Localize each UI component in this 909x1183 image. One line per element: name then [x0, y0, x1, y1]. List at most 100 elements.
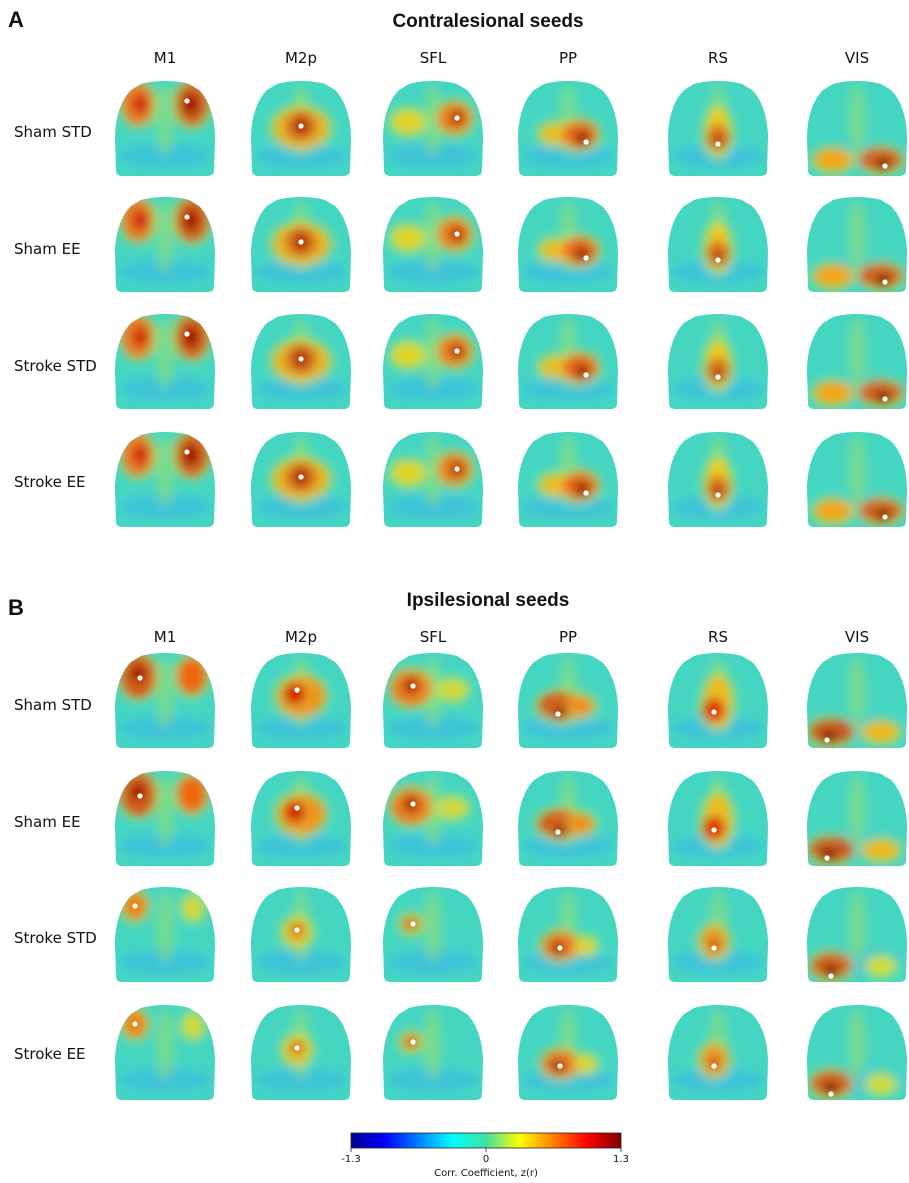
seed-marker	[828, 1091, 834, 1097]
column-label: M2p	[285, 49, 317, 67]
brain-correlation-map	[383, 653, 483, 748]
seed-marker	[711, 827, 717, 833]
row-label: Stroke STD	[14, 357, 97, 375]
panel-a-column-labels: M1 M2p SFL PP RS VIS	[154, 49, 869, 67]
row-label: Sham EE	[14, 240, 81, 258]
seed-marker	[184, 214, 190, 220]
seed-marker	[882, 279, 888, 285]
seed-marker	[410, 921, 416, 927]
brain-correlation-map	[383, 1005, 483, 1100]
seed-marker	[184, 98, 190, 104]
seed-marker	[132, 1021, 138, 1027]
brain-maps	[115, 81, 907, 1100]
panel-b-column-labels: M1 M2p SFL PP RS VIS	[154, 628, 869, 646]
brain-correlation-map	[383, 314, 483, 409]
seed-marker	[711, 945, 717, 951]
seed-marker	[555, 711, 561, 717]
colorbar-gradient	[350, 1132, 622, 1149]
seed-marker	[828, 973, 834, 979]
brain-correlation-map	[115, 197, 215, 292]
row-label: Stroke EE	[14, 473, 86, 491]
column-label: RS	[708, 49, 728, 67]
brain-correlation-map	[668, 81, 768, 176]
brain-correlation-map	[115, 1005, 215, 1100]
brain-correlation-map	[807, 887, 907, 982]
seed-marker	[882, 163, 888, 169]
brain-correlation-map	[115, 314, 215, 409]
row-label: Sham EE	[14, 813, 81, 831]
seed-marker	[137, 793, 143, 799]
brain-correlation-map	[383, 771, 483, 866]
panel-a-row-labels: Sham STD Sham EE Stroke STD Stroke EE	[14, 123, 97, 491]
panel-a-letter: A	[8, 7, 24, 32]
row-label: Sham STD	[14, 696, 92, 714]
panel-a-title: Contralesional seeds	[392, 11, 583, 32]
column-label: M2p	[285, 628, 317, 646]
brain-correlation-map	[668, 771, 768, 866]
colorbar-mid-label: 0	[483, 1154, 489, 1165]
brain-correlation-map	[383, 887, 483, 982]
brain-correlation-map	[518, 81, 618, 176]
brain-correlation-map	[115, 81, 215, 176]
seed-marker	[715, 492, 721, 498]
seed-marker	[298, 356, 304, 362]
brain-correlation-map	[518, 432, 618, 527]
brain-correlation-map	[383, 197, 483, 292]
brain-correlation-map	[115, 432, 215, 527]
seed-marker	[294, 805, 300, 811]
seed-marker	[557, 945, 563, 951]
brain-correlation-map	[807, 197, 907, 292]
column-label: M1	[154, 628, 177, 646]
seed-marker	[454, 115, 460, 121]
seed-marker	[298, 239, 304, 245]
seed-marker	[132, 903, 138, 909]
brain-correlation-map	[807, 81, 907, 176]
brain-correlation-map	[251, 653, 351, 748]
seed-marker	[454, 348, 460, 354]
brain-correlation-map	[383, 81, 483, 176]
brain-correlation-map	[807, 314, 907, 409]
seed-marker	[294, 927, 300, 933]
row-label: Stroke STD	[14, 929, 97, 947]
row-label: Sham STD	[14, 123, 92, 141]
column-label: VIS	[845, 628, 869, 646]
seed-marker	[184, 331, 190, 337]
seed-marker	[555, 829, 561, 835]
row-label: Stroke EE	[14, 1045, 86, 1063]
brain-correlation-map	[518, 197, 618, 292]
brain-correlation-map	[115, 653, 215, 748]
colorbar-max-label: 1.3	[613, 1154, 629, 1165]
brain-correlation-map	[668, 314, 768, 409]
brain-correlation-map	[668, 197, 768, 292]
brain-correlation-map	[518, 771, 618, 866]
seed-marker	[557, 1063, 563, 1069]
brain-correlation-map	[807, 653, 907, 748]
seed-marker	[294, 687, 300, 693]
brain-correlation-map	[807, 1005, 907, 1100]
seed-marker	[184, 449, 190, 455]
brain-correlation-map	[668, 887, 768, 982]
brain-correlation-map	[251, 887, 351, 982]
panel-b-row-labels: Sham STD Sham EE Stroke STD Stroke EE	[14, 696, 97, 1063]
seed-marker	[137, 675, 143, 681]
brain-correlation-map	[251, 81, 351, 176]
brain-correlation-map	[668, 653, 768, 748]
column-label: SFL	[420, 49, 447, 67]
brain-correlation-map	[807, 432, 907, 527]
brain-correlation-map	[251, 1005, 351, 1100]
brain-correlation-map	[807, 771, 907, 866]
column-label: PP	[559, 628, 577, 646]
brain-correlation-map	[251, 314, 351, 409]
brain-correlation-map	[115, 771, 215, 866]
seed-marker	[583, 139, 589, 145]
colorbar-min-label: -1.3	[341, 1154, 361, 1165]
colorbar-label: Corr. Coefficient, z(r)	[434, 1168, 538, 1179]
seed-marker	[298, 123, 304, 129]
seed-marker	[294, 1045, 300, 1051]
column-label: PP	[559, 49, 577, 67]
seed-marker	[454, 466, 460, 472]
brain-correlation-map	[251, 432, 351, 527]
colorbar: -1.3 0 1.3 Corr. Coefficient, z(r)	[341, 1132, 629, 1179]
seed-marker	[824, 855, 830, 861]
